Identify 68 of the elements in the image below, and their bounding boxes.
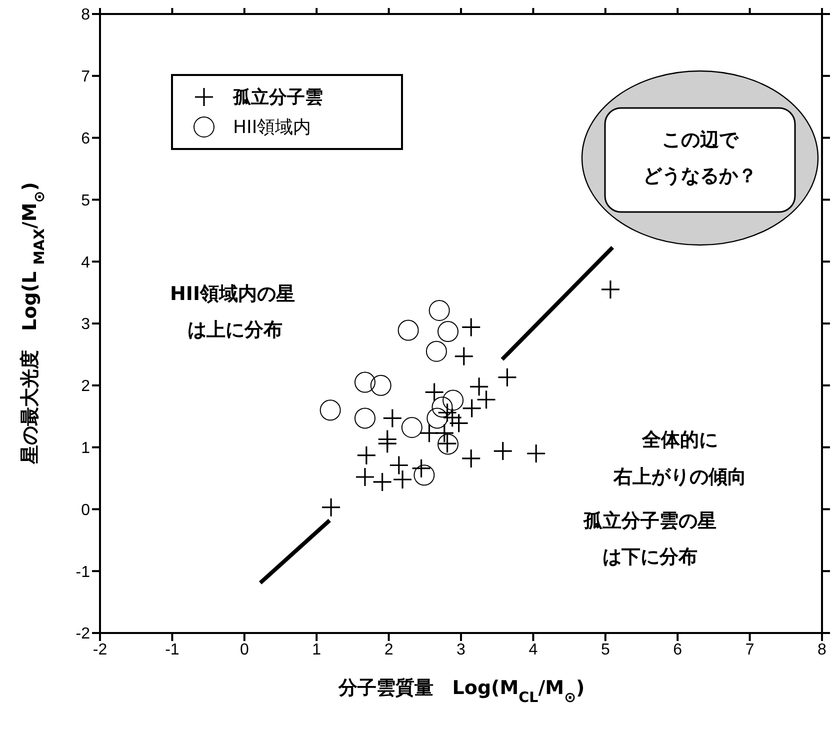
x-tick-label: 6 — [673, 641, 682, 658]
y-tick-label: -2 — [76, 626, 90, 643]
annotation: 全体的に — [640, 428, 719, 453]
point — [372, 472, 392, 492]
x-tick-label: 4 — [528, 641, 538, 658]
point — [469, 376, 489, 396]
annotation: 孤立分子雲の星 — [582, 509, 718, 534]
point — [401, 416, 422, 438]
y-tick-label: 7 — [81, 68, 90, 86]
y-tick-label: 6 — [81, 130, 90, 148]
point — [442, 390, 464, 411]
annotation: どうなるか？ — [642, 164, 758, 189]
point — [426, 340, 447, 362]
point — [424, 382, 444, 402]
legend-label: 孤立分子雲 — [233, 86, 323, 109]
y-tick-label: 1 — [81, 440, 90, 457]
point — [497, 368, 518, 388]
point — [462, 398, 482, 418]
point — [398, 320, 419, 341]
x-tick-label: -1 — [165, 641, 180, 658]
point — [354, 372, 376, 393]
point — [461, 317, 481, 338]
y-tick-label: 8 — [81, 6, 90, 24]
point — [320, 400, 341, 421]
y-tick-label: 2 — [81, 378, 90, 396]
y-tick-label: 0 — [81, 502, 90, 519]
point — [454, 346, 474, 366]
y-tick-label: -1 — [76, 564, 90, 581]
x-tick-label: 2 — [384, 641, 394, 658]
x-tick-label: 1 — [312, 641, 322, 658]
point — [378, 434, 398, 454]
point — [434, 423, 454, 443]
point — [355, 467, 375, 487]
annotation: この辺で — [661, 128, 740, 153]
y-tick-label: 4 — [81, 254, 90, 272]
point — [493, 441, 513, 461]
point — [382, 408, 402, 428]
x-tick-label: 3 — [456, 641, 466, 658]
point — [442, 408, 462, 428]
x-tick-label: -2 — [92, 641, 108, 658]
point — [438, 321, 459, 342]
point — [389, 455, 409, 476]
point — [414, 464, 435, 486]
point — [426, 408, 448, 429]
x-tick-label: 7 — [745, 641, 754, 658]
point — [356, 446, 376, 466]
point — [392, 470, 412, 490]
x-tick-label: 8 — [818, 641, 827, 658]
point — [600, 280, 620, 300]
y-tick-label: 5 — [81, 192, 90, 210]
x-tick-label: 0 — [240, 641, 249, 658]
annotation: 右上がりの傾向 — [612, 465, 748, 490]
legend-label: HII領域内 — [233, 116, 312, 139]
point — [354, 408, 376, 429]
annotation: HII領域内の星 — [170, 282, 296, 307]
annotation: は下に分布 — [602, 545, 698, 570]
point — [476, 390, 496, 410]
point — [461, 448, 481, 468]
point — [321, 498, 341, 518]
x-tick-label: 5 — [600, 641, 610, 658]
point — [432, 396, 453, 418]
annotation: は上に分布 — [186, 318, 284, 343]
point — [428, 300, 450, 321]
point — [370, 374, 392, 396]
point — [411, 458, 432, 478]
point — [526, 444, 546, 464]
y-tick-label: 3 — [81, 316, 90, 334]
x-axis-title: 分子雲質量 Log(M$_{CL}$/M$_{⊙}$) — [337, 677, 585, 706]
